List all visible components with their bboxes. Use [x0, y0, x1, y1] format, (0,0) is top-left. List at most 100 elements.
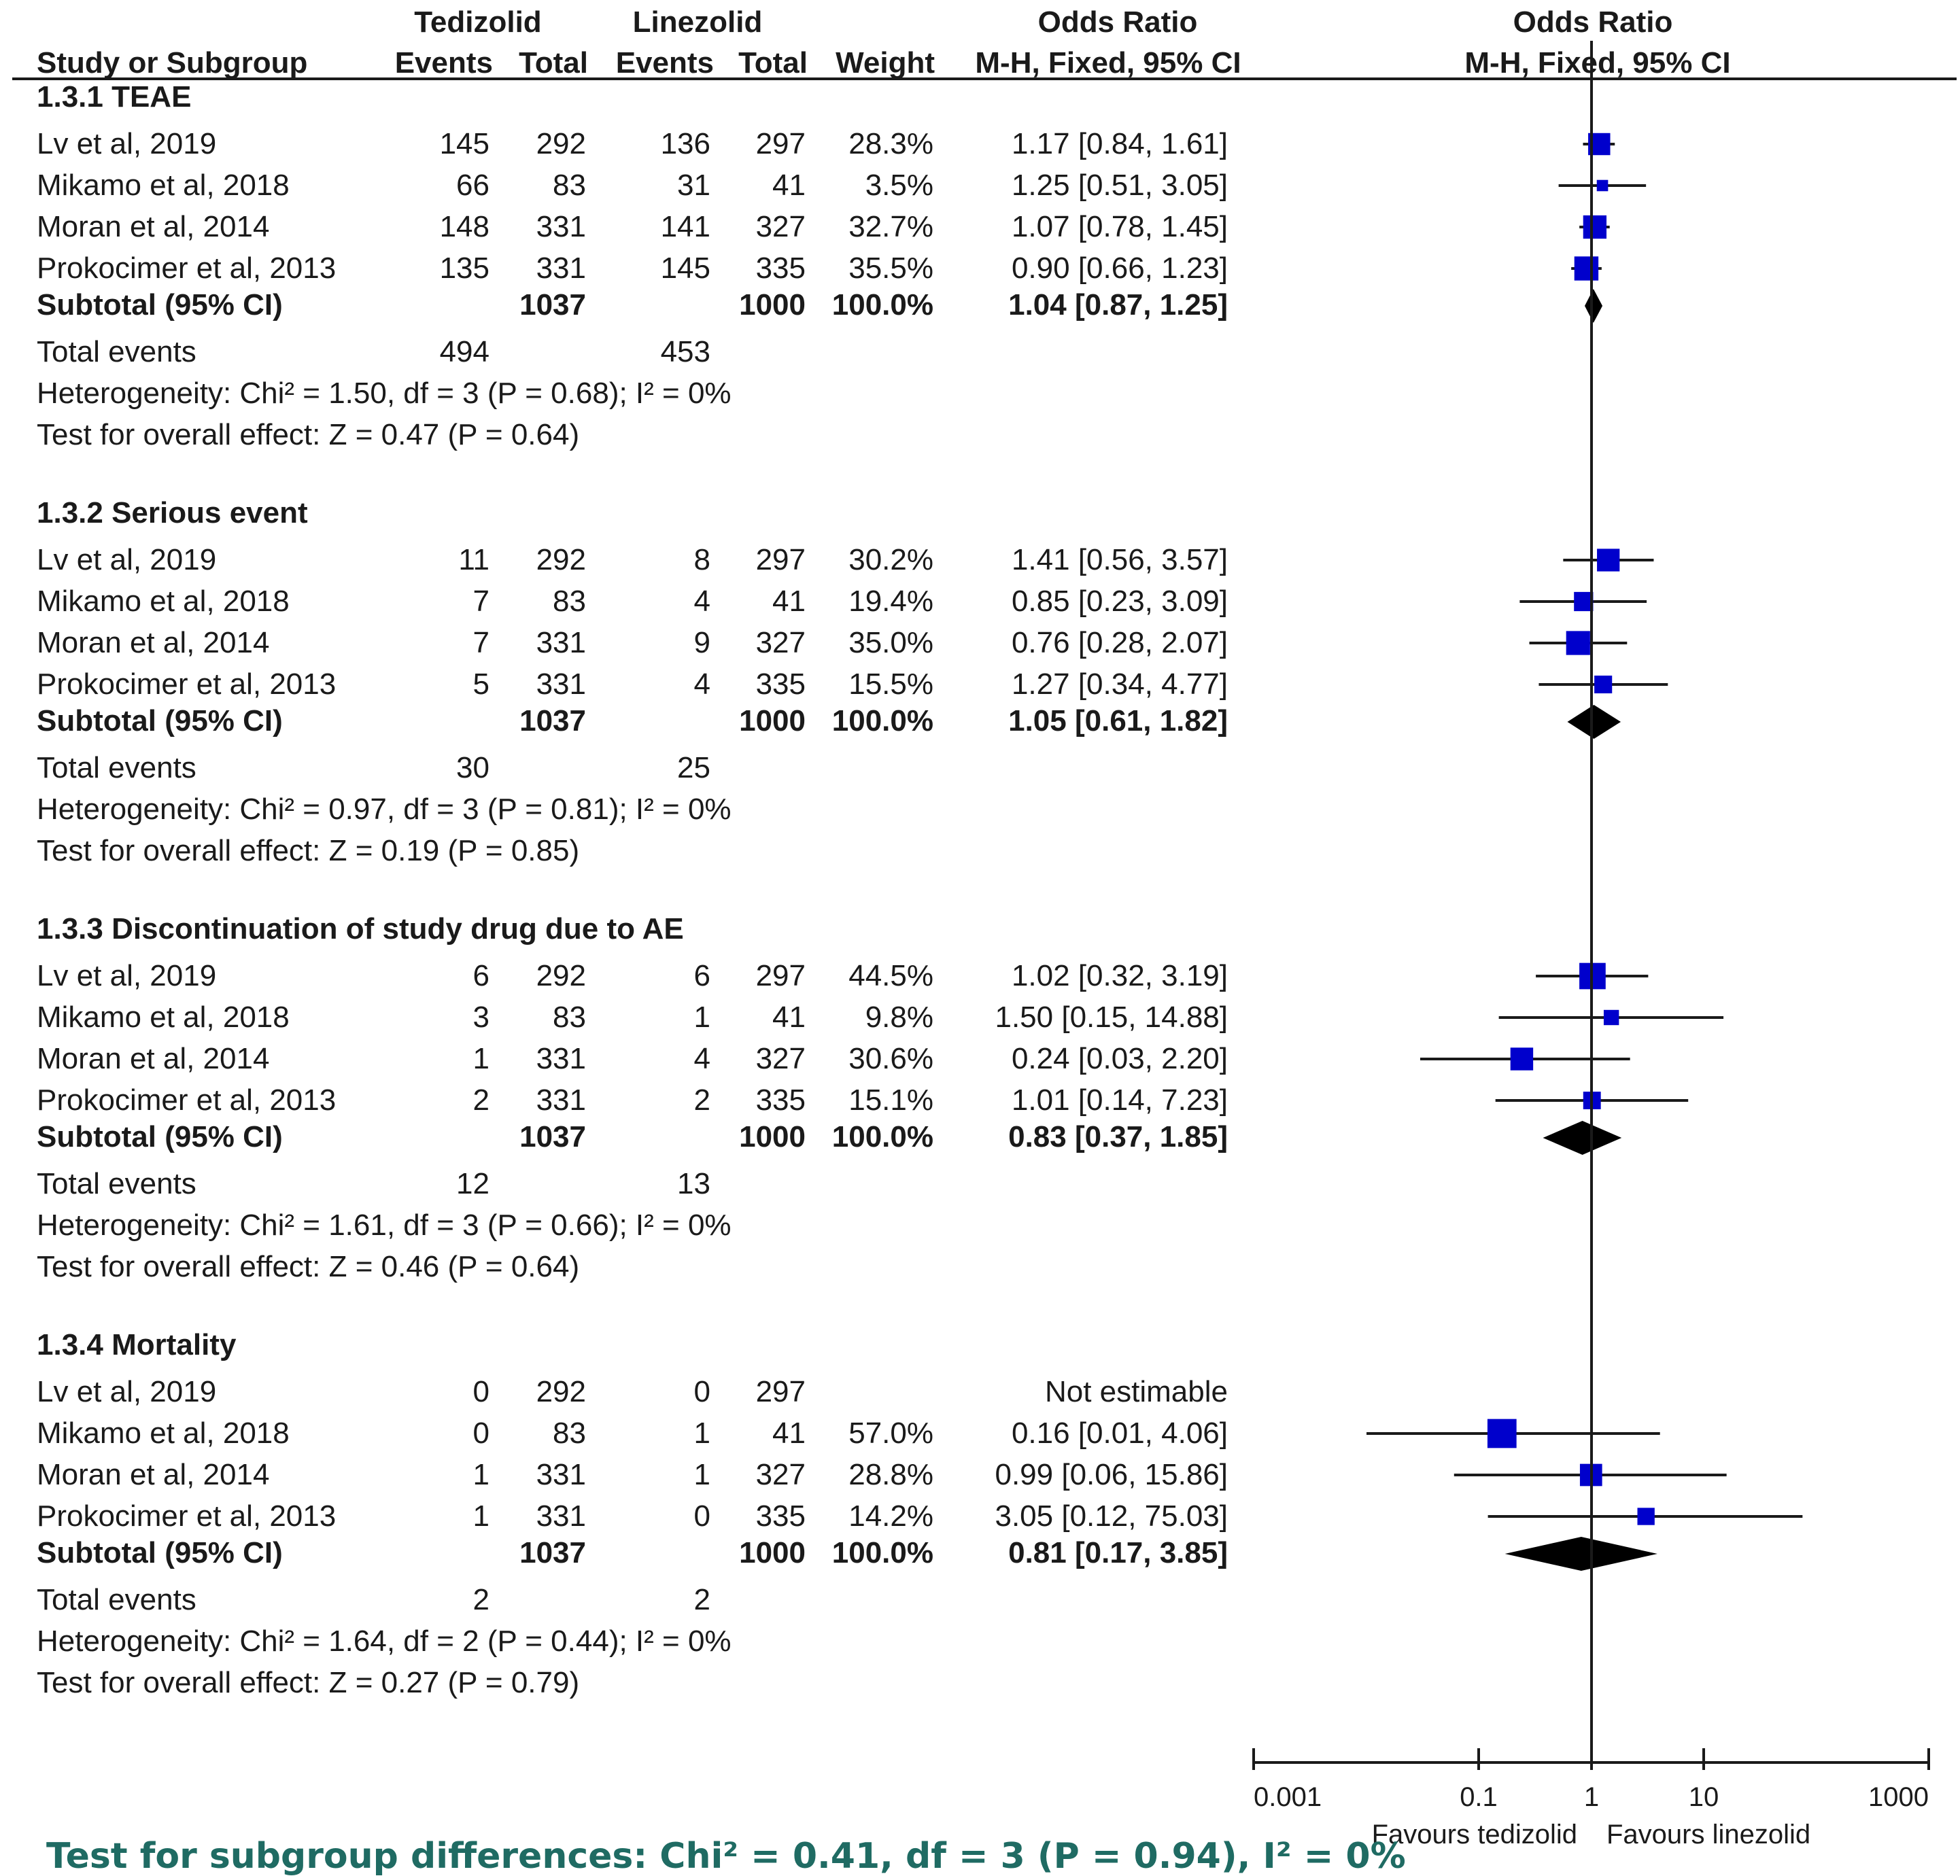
events-linezolid: 1 — [694, 1417, 710, 1450]
weight-value: 57.0% — [848, 1417, 933, 1450]
events-linezolid: 145 — [661, 251, 710, 285]
study-row: Moran et al, 2014 1 331 4 327 30.6% 0.24 [0.03… — [37, 1042, 1228, 1075]
total-events-row: Total events 30 25 — [37, 751, 710, 784]
events-linezolid: 1 — [694, 1458, 710, 1491]
study-name: Lv et al, 2019 — [37, 959, 216, 992]
total-events-linezolid: 13 — [677, 1167, 710, 1200]
subgroup-4: 1.3.4 Mortality Lv et al, 2019 0 292 0 297 Not… — [37, 1328, 1228, 1699]
study-name: Moran et al, 2014 — [37, 1458, 269, 1491]
subtotal-total-linezolid: 1000 — [739, 288, 806, 322]
header-group2: Linezolid — [633, 5, 763, 39]
events-tedizolid: 1 — [473, 1499, 489, 1533]
events-tedizolid: 6 — [473, 959, 489, 992]
subtotal-row: Subtotal (95% CI) 1037 1000 100.0% 0.81 [0.1… — [37, 1536, 1228, 1569]
total-linezolid: 297 — [756, 1375, 806, 1408]
subgroup-title: 1.3.2 Serious event — [37, 496, 308, 529]
study-marker — [1594, 675, 1613, 694]
total-tedizolid: 331 — [536, 1499, 586, 1533]
odds-ratio-ci: 1.02 [0.32, 3.19] — [1012, 959, 1228, 992]
events-tedizolid: 145 — [440, 127, 489, 160]
study-name: Lv et al, 2019 — [37, 543, 216, 576]
header-method-plot: M-H, Fixed, 95% CI — [1464, 46, 1730, 80]
subtotal-diamond — [1567, 705, 1621, 739]
favours-right-label: Favours linezolid — [1606, 1820, 1810, 1849]
subtotal-weight: 100.0% — [832, 1120, 933, 1153]
weight-value: 3.5% — [865, 169, 933, 202]
study-row: Moran et al, 2014 1 331 1 327 28.8% 0.99 [0.06… — [37, 1458, 1228, 1491]
odds-ratio-ci: 0.90 [0.66, 1.23] — [1012, 251, 1228, 285]
study-row: Mikamo et al, 2018 0 83 1 41 57.0% 0.16 [0.01,… — [37, 1417, 1228, 1450]
odds-ratio-ci: 1.07 [0.78, 1.45] — [1012, 210, 1228, 243]
events-tedizolid: 1 — [473, 1042, 489, 1075]
total-tedizolid: 83 — [553, 1417, 586, 1450]
total-linezolid: 327 — [756, 210, 806, 243]
events-linezolid: 136 — [661, 127, 710, 160]
subgroup-2: 1.3.2 Serious event Lv et al, 2019 11 292 8 2… — [37, 496, 1228, 867]
events-linezolid: 141 — [661, 210, 710, 243]
study-name: Moran et al, 2014 — [37, 626, 269, 659]
odds-ratio-ci: 3.05 [0.12, 75.03] — [995, 1499, 1228, 1533]
events-tedizolid: 135 — [440, 251, 489, 285]
total-linezolid: 41 — [772, 169, 806, 202]
events-linezolid: 4 — [694, 667, 710, 701]
events-linezolid: 4 — [694, 585, 710, 618]
odds-ratio-ci: 1.50 [0.15, 14.88] — [995, 1001, 1228, 1034]
total-events-row: Total events 494 453 — [37, 335, 710, 368]
subtotal-total-tedizolid: 1037 — [519, 704, 586, 737]
study-name: Prokocimer et al, 2013 — [37, 1499, 336, 1533]
total-events-row: Total events 12 13 — [37, 1167, 710, 1200]
study-marker — [1574, 256, 1599, 281]
overall-effect-text: Test for overall effect: Z = 0.27 (P = 0… — [37, 1666, 579, 1699]
study-row: Prokocimer et al, 2013 1 331 0 335 14.2% 3.05 … — [37, 1499, 1228, 1533]
subtotal-row: Subtotal (95% CI) 1037 1000 100.0% 0.83 [0.3… — [37, 1120, 1228, 1153]
x-tick-label-3: 10 — [1689, 1782, 1719, 1812]
total-linezolid: 335 — [756, 1083, 806, 1117]
events-tedizolid: 7 — [473, 626, 489, 659]
x-tick-label-4: 1000 — [1868, 1782, 1929, 1812]
total-events-tedizolid: 12 — [456, 1167, 489, 1200]
total-events-label: Total events — [37, 1583, 196, 1616]
subtotal-row: Subtotal (95% CI) 1037 1000 100.0% 1.05 [0.6… — [37, 704, 1228, 737]
total-linezolid: 297 — [756, 543, 806, 576]
events-tedizolid: 3 — [473, 1001, 489, 1034]
study-marker — [1583, 215, 1607, 239]
subtotal-total-tedizolid: 1037 — [519, 1120, 586, 1153]
total-events-linezolid: 453 — [661, 335, 710, 368]
header-total2: Total — [738, 46, 808, 80]
total-linezolid: 41 — [772, 1417, 806, 1450]
odds-ratio-ci: 1.17 [0.84, 1.61] — [1012, 127, 1228, 160]
total-events-tedizolid: 494 — [440, 335, 489, 368]
total-tedizolid: 331 — [536, 1042, 586, 1075]
study-row: Prokocimer et al, 2013 135 331 145 335 35.5% 0… — [37, 251, 1228, 285]
study-row: Lv et al, 2019 0 292 0 297 Not estimable — [37, 1375, 1228, 1408]
subtotal-total-tedizolid: 1037 — [519, 1536, 586, 1569]
plot-area — [1366, 41, 1803, 1762]
odds-ratio-ci: 1.25 [0.51, 3.05] — [1012, 169, 1228, 202]
subtotal-diamond — [1543, 1121, 1622, 1155]
odds-ratio-ci: 1.41 [0.56, 3.57] — [1012, 543, 1228, 576]
study-marker — [1596, 179, 1609, 192]
header-weight: Weight — [836, 46, 935, 80]
study-name: Mikamo et al, 2018 — [37, 585, 290, 618]
study-name: Prokocimer et al, 2013 — [37, 1083, 336, 1117]
events-tedizolid: 1 — [473, 1458, 489, 1491]
total-tedizolid: 331 — [536, 251, 586, 285]
subtotal-diamond — [1505, 1537, 1657, 1571]
study-name: Mikamo et al, 2018 — [37, 1001, 290, 1034]
subtotal-total-linezolid: 1000 — [739, 1120, 806, 1153]
total-events-label: Total events — [37, 335, 196, 368]
events-linezolid: 9 — [694, 626, 710, 659]
study-row: Prokocimer et al, 2013 2 331 2 335 15.1% 1.01 … — [37, 1083, 1228, 1117]
total-events-linezolid: 2 — [694, 1583, 710, 1616]
odds-ratio-ci: Not estimable — [1045, 1375, 1228, 1408]
events-linezolid: 8 — [694, 543, 710, 576]
total-linezolid: 41 — [772, 1001, 806, 1034]
study-row: Mikamo et al, 2018 7 83 4 41 19.4% 0.85 [0.23,… — [37, 585, 1228, 618]
overall-effect-text: Test for overall effect: Z = 0.46 (P = 0… — [37, 1250, 579, 1283]
study-name: Mikamo et al, 2018 — [37, 1417, 290, 1450]
study-row: Moran et al, 2014 7 331 9 327 35.0% 0.76 [0.28… — [37, 626, 1228, 659]
subtotal-label: Subtotal (95% CI) — [37, 288, 283, 322]
weight-value: 44.5% — [848, 959, 933, 992]
